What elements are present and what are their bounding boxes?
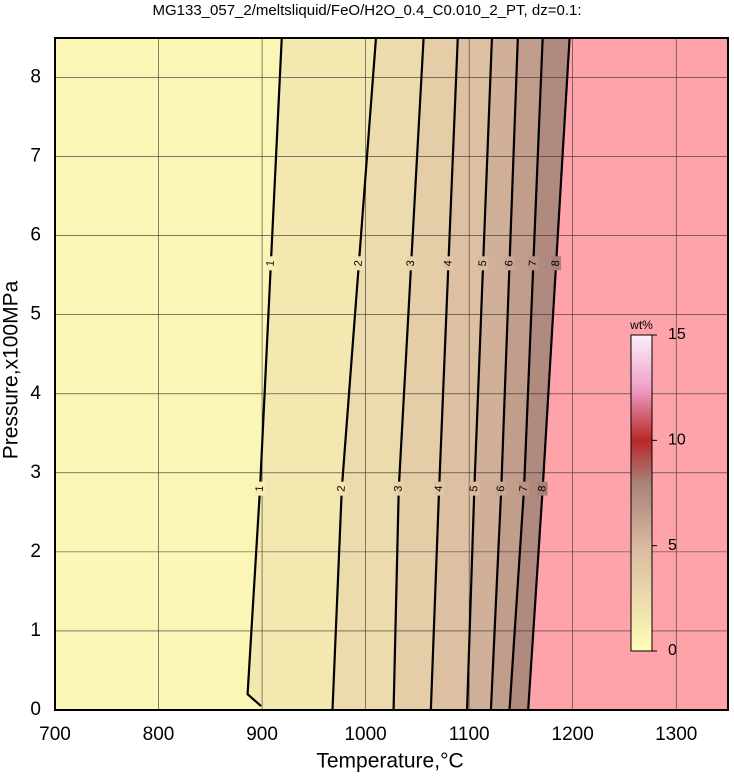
contour-label-bg: [336, 481, 347, 496]
contour-label-bg: [496, 481, 507, 496]
contour-label: 2: [335, 485, 347, 492]
contour-label: 3: [392, 485, 404, 492]
contour-label-bg: [255, 481, 266, 496]
colorbar-tick-label: 15: [668, 326, 686, 343]
contour-label-bg: [443, 256, 454, 271]
band: [55, 38, 282, 710]
y-tick-label: 7: [30, 146, 41, 167]
y-tick-label: 1: [30, 620, 41, 641]
colorbar-tick-label: 10: [668, 432, 686, 449]
contour-label: 1: [265, 260, 277, 267]
x-tick-label: 700: [39, 724, 71, 745]
contour-label: 6: [495, 485, 507, 492]
band: [528, 38, 728, 710]
x-axis-label: Temperature,°C: [316, 750, 463, 773]
band: [467, 38, 518, 710]
band: [247, 38, 376, 710]
colorbar-tick-label: 0: [668, 642, 677, 659]
colorbar-label: wt%: [629, 318, 653, 332]
contour-label: 1: [254, 485, 266, 492]
y-tick-label: 2: [30, 541, 41, 562]
x-tick-label: 1100: [449, 724, 490, 745]
chart-title: MG133_057_2/meltsliquid/FeO/H2O_0.4_C0.0…: [152, 2, 581, 19]
y-tick-label: 8: [30, 67, 41, 88]
band: [393, 38, 458, 710]
contour-label-bg: [504, 256, 515, 271]
y-tick-label: 0: [30, 699, 41, 720]
contour-label: 6: [503, 260, 515, 267]
y-tick-label: 4: [30, 383, 41, 404]
contour-label-bg: [265, 256, 276, 271]
contour-label: 4: [433, 485, 445, 492]
contour-label-bg: [353, 256, 364, 271]
x-tick-label: 800: [143, 724, 175, 745]
y-axis-label: Pressure,x100MPa: [0, 280, 23, 459]
x-tick-label: 900: [246, 724, 278, 745]
contour-label: 2: [353, 260, 365, 267]
contour-label-bg: [537, 481, 548, 496]
contour-label: 8: [550, 260, 562, 267]
contour-label-bg: [528, 256, 539, 271]
band: [430, 38, 492, 710]
contour-label: 7: [518, 485, 530, 492]
contour-label-bg: [406, 256, 417, 271]
band: [332, 38, 424, 710]
y-tick-label: 6: [30, 225, 41, 246]
x-tick-label: 1200: [552, 724, 594, 745]
band: [490, 38, 543, 710]
contour-label-bg: [519, 481, 530, 496]
contour-label: 8: [536, 485, 548, 492]
band: [509, 38, 570, 710]
plot-frame: [54, 37, 729, 711]
colorbar-tick-label: 5: [668, 537, 677, 554]
contour-label-bg: [393, 481, 404, 496]
contour-label: 3: [405, 260, 417, 267]
contour-label-bg: [551, 256, 562, 271]
contour-label-bg: [434, 481, 445, 496]
contour-label: 5: [468, 485, 480, 492]
contour-label: 4: [442, 260, 454, 267]
y-tick-label: 3: [30, 462, 41, 483]
y-tick-label: 5: [30, 304, 41, 325]
x-tick-label: 1300: [655, 724, 697, 745]
x-tick-label: 1000: [344, 724, 386, 745]
contour-label-bg: [469, 481, 480, 496]
contour-label: 5: [477, 260, 489, 267]
colorbar: [630, 334, 653, 652]
contour-label-bg: [478, 256, 489, 271]
contour-label: 7: [527, 260, 539, 267]
